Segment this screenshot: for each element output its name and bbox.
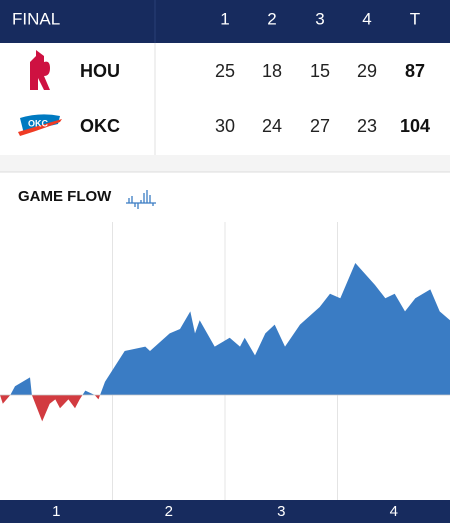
status: FINAL xyxy=(12,9,60,28)
quarter-score: 27 xyxy=(310,116,330,136)
quarter-score: 15 xyxy=(310,61,330,81)
hou-logo xyxy=(30,50,50,90)
total-score: 87 xyxy=(405,61,425,81)
separator xyxy=(0,155,450,172)
quarter-label: 4 xyxy=(390,503,398,520)
quarter-bar xyxy=(0,500,450,523)
column-header: T xyxy=(410,9,420,28)
team-abbr: HOU xyxy=(80,61,120,81)
flow-area xyxy=(0,263,450,422)
flow-icon xyxy=(126,190,156,209)
flow-title: GAME FLOW xyxy=(18,188,112,205)
quarter-score: 24 xyxy=(262,116,282,136)
quarter-label: 1 xyxy=(52,503,60,520)
quarter-score: 30 xyxy=(215,116,235,136)
column-header: 4 xyxy=(362,9,371,28)
quarter-score: 23 xyxy=(357,116,377,136)
okc-logo: OKC xyxy=(18,114,62,136)
quarter-score: 18 xyxy=(262,61,282,81)
header-bar xyxy=(0,0,450,43)
logo-mark: OKC xyxy=(28,118,49,128)
column-header: 2 xyxy=(267,9,276,28)
quarter-label: 3 xyxy=(277,503,285,520)
column-header: 1 xyxy=(220,9,229,28)
team-abbr: OKC xyxy=(80,116,120,136)
quarter-label: 2 xyxy=(165,503,173,520)
quarter-score: 25 xyxy=(215,61,235,81)
total-score: 104 xyxy=(400,116,430,136)
column-header: 3 xyxy=(315,9,324,28)
quarter-score: 29 xyxy=(357,61,377,81)
